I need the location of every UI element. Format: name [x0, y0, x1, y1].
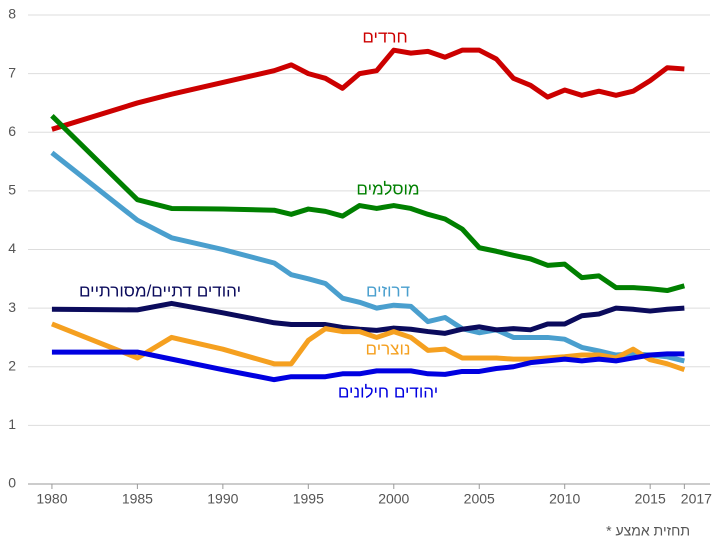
y-tick-label: 0: [8, 475, 16, 491]
series-label: יהודים דתיים/מסורתיים: [79, 281, 241, 300]
y-tick-label: 6: [8, 123, 16, 139]
x-tick-label: 1995: [293, 491, 324, 507]
series-label: מוסלמים: [356, 179, 419, 198]
y-tick-label: 1: [8, 416, 16, 432]
series-line: [51, 349, 685, 383]
x-tick-label: 1985: [122, 491, 153, 507]
series-label: יהודים חילונים: [338, 382, 438, 401]
x-tick-label: 2017: [681, 491, 712, 507]
y-tick-label: 8: [8, 6, 16, 22]
series-label: חרדים: [362, 27, 407, 46]
series-label: דרוזים: [366, 281, 410, 300]
x-tick-label: 2005: [464, 491, 495, 507]
y-tick-label: 2: [8, 357, 16, 373]
series-line: [50, 114, 686, 294]
x-tick-label: 1990: [207, 491, 238, 507]
series-line: [51, 47, 685, 132]
x-tick-label: 2015: [635, 491, 666, 507]
note: * תחזית אמצע: [606, 523, 690, 539]
x-tick-label: 2000: [378, 491, 409, 507]
y-tick-label: 4: [8, 240, 16, 256]
series-line: [51, 321, 686, 373]
y-tick-label: 5: [8, 182, 16, 198]
y-tick-label: 7: [8, 64, 16, 80]
series-label: נוצרים: [366, 339, 411, 358]
y-tick-label: 3: [8, 299, 16, 315]
x-tick-label: 2010: [549, 491, 580, 507]
series-line: [50, 150, 685, 364]
x-tick-label: 1980: [36, 491, 67, 507]
series-line: [51, 300, 685, 336]
